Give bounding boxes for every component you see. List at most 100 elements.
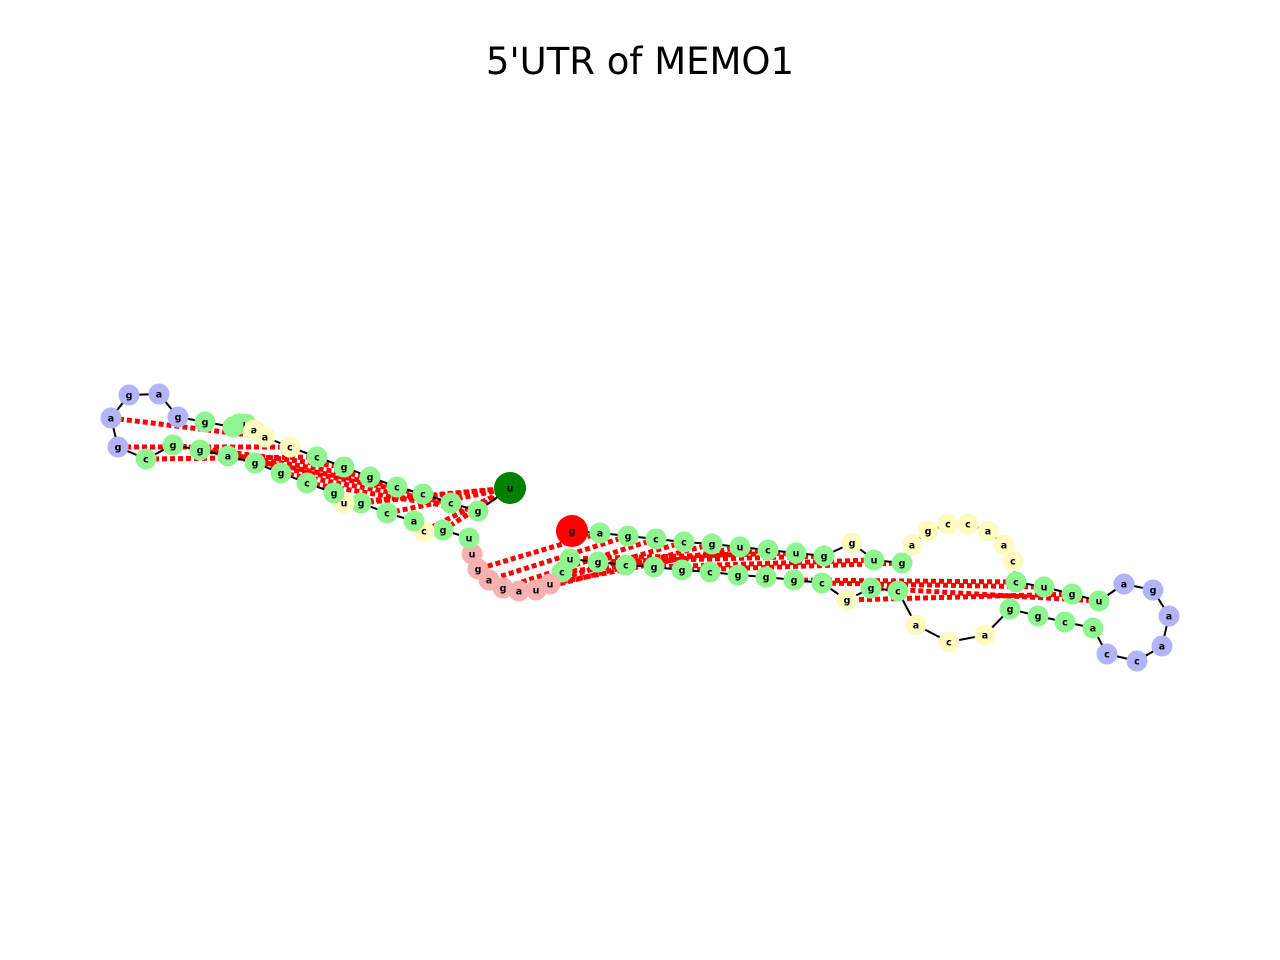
nucleotide-stem: c — [887, 580, 909, 602]
nucleotide-stem: g — [755, 566, 777, 588]
nucleotide-node — [525, 579, 547, 601]
nucleotide-node — [937, 513, 959, 535]
nucleotide-label: g — [569, 527, 576, 538]
nucleotide-label: a — [1090, 624, 1096, 635]
nucleotide-stem: g — [194, 411, 216, 433]
nucleotide-node — [645, 528, 667, 550]
nucleotide-hairpin-loop: g — [167, 406, 189, 428]
nucleotide-node — [974, 624, 996, 646]
nucleotide-node — [836, 589, 858, 611]
nucleotide-stem: g — [783, 569, 805, 591]
nucleotide-node — [323, 482, 345, 504]
nucleotide-node — [587, 551, 609, 573]
nucleotide-node — [729, 536, 751, 558]
nucleotide-label: a — [985, 527, 991, 538]
nucleotide-internal-loop: c — [957, 513, 979, 535]
nucleotide-internal-loop: g — [917, 520, 939, 542]
nucleotide-node — [100, 407, 122, 429]
base-pair-bond — [653, 557, 875, 570]
nucleotide-label: g — [849, 539, 856, 550]
nucleotide-stem: g — [891, 552, 913, 574]
nucleotide-node — [785, 542, 807, 564]
nucleotide-node — [813, 545, 835, 567]
nucleotide-label: a — [486, 576, 492, 587]
nucleotide-stem: c — [306, 446, 328, 468]
nucleotide-label: c — [1010, 557, 1016, 568]
base-pair-bond — [145, 454, 318, 462]
nucleotide-stem: g — [727, 564, 749, 586]
nucleotide-label: g — [1069, 590, 1076, 601]
nucleotide-node — [118, 384, 140, 406]
nucleotide-label: a — [982, 631, 988, 642]
nucleotide-label: u — [469, 550, 476, 561]
nucleotide-stem: c — [757, 539, 779, 561]
nucleotide-label: c — [1134, 657, 1140, 668]
nucleotide-node — [279, 436, 301, 458]
nucleotide-label: c — [681, 538, 687, 549]
nucleotide-label: c — [945, 520, 951, 531]
nucleotide-node — [306, 446, 328, 468]
nucleotide-label: c — [143, 455, 149, 466]
nucleotide-node — [1002, 550, 1024, 572]
nucleotide-stem: g — [587, 551, 609, 573]
nucleotide-label: g — [625, 532, 632, 543]
nucleotide-label: g — [341, 463, 348, 474]
nucleotide-internal-loop: a — [993, 534, 1015, 556]
nucleotide-node — [1126, 650, 1148, 672]
nucleotide-node — [386, 476, 408, 498]
nucleotide-stem: g — [432, 519, 454, 541]
nucleotide-label: g — [500, 584, 507, 595]
nucleotide-stem: c — [645, 528, 667, 550]
nucleotide-label: g — [925, 527, 932, 538]
base-pair-bond — [518, 539, 685, 594]
nucleotide-node — [162, 434, 184, 456]
nucleotide-label: g — [651, 563, 658, 574]
nucleotide-node — [860, 577, 882, 599]
nucleotide-node — [1005, 571, 1027, 593]
nucleotide-internal-loop: a — [254, 426, 276, 448]
nucleotide-internal-loop: c — [279, 436, 301, 458]
nucleotide-label: u — [533, 586, 540, 597]
nucleotide-node — [270, 462, 292, 484]
nucleotide-node — [957, 513, 979, 535]
nucleotide-label: g — [1150, 586, 1157, 597]
nucleotide-stem: g — [359, 466, 381, 488]
nucleotide-stem: c — [440, 492, 462, 514]
nucleotide-hairpin-loop: g — [107, 436, 129, 458]
nucleotide-label: a — [411, 517, 417, 528]
nucleotide-label: u — [547, 580, 554, 591]
nucleotide-label: c — [421, 527, 427, 538]
nucleotide-node — [107, 436, 129, 458]
nucleotide-node — [891, 552, 913, 574]
nucleotide-node — [1027, 605, 1049, 627]
nucleotide-internal-loop: a — [905, 614, 927, 636]
nucleotide-label: g — [899, 559, 906, 570]
nucleotide-node — [244, 452, 266, 474]
nucleotide-stem: c — [296, 472, 318, 494]
nucleotide-node — [403, 510, 425, 532]
nucleotide-label: g — [595, 558, 602, 569]
nucleotide-node — [1082, 617, 1104, 639]
nucleotide-hairpin-loop: g — [118, 384, 140, 406]
base-pair-bond — [846, 591, 1073, 603]
nucleotide-label: c — [448, 499, 454, 510]
nucleotide-label: a — [913, 621, 919, 632]
nucleotide-node — [135, 448, 157, 470]
nucleotide-three-prime-end: u — [494, 472, 526, 504]
nucleotide-stem: a — [217, 445, 239, 467]
nucleotide-stem: a — [1082, 617, 1104, 639]
figure-title: 5'UTR of MEMO1 — [485, 40, 795, 83]
nucleotide-node — [254, 426, 276, 448]
nucleotide-stem: c — [673, 531, 695, 553]
nucleotide-label: g — [1007, 605, 1014, 616]
nucleotide-stem: c — [615, 554, 637, 576]
nucleotide-label: u — [1041, 583, 1048, 594]
nucleotide-stem: g — [467, 500, 489, 522]
nucleotide-label: g — [197, 446, 204, 457]
nucleotide-label: a — [156, 390, 162, 401]
nucleotide-node — [333, 456, 355, 478]
nucleotide-label: u — [737, 543, 744, 554]
nucleotide-label: c — [304, 479, 310, 490]
nucleotide-node — [999, 598, 1021, 620]
